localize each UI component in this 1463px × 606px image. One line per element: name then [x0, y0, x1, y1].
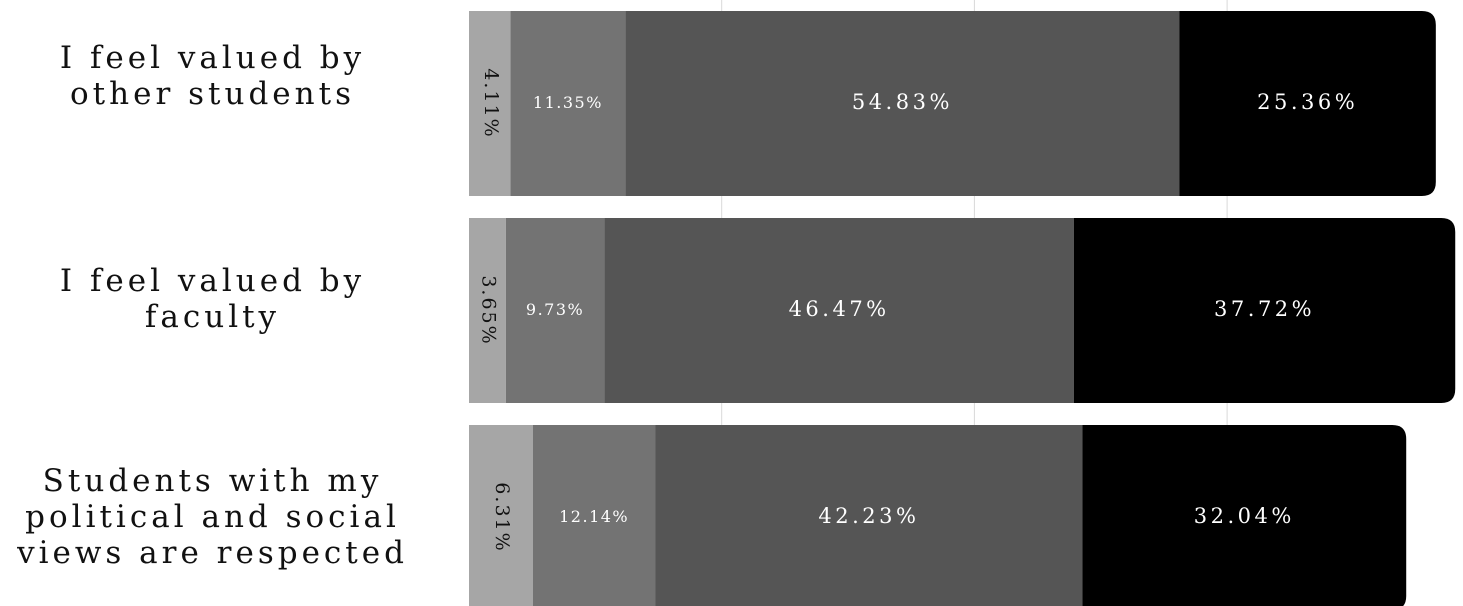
category-label: I feel valued by other students — [59, 40, 366, 112]
bar-segment — [604, 218, 1074, 403]
bar-row: 3.65% 9.73% 46.47% 37.72% — [469, 218, 1456, 403]
data-label: 25.36% — [1257, 90, 1358, 114]
data-label: 6.31% — [491, 482, 513, 552]
data-label: 42.23% — [818, 504, 919, 528]
bar-segment — [1073, 218, 1456, 403]
data-label: 37.72% — [1214, 297, 1315, 321]
bar-segment — [510, 11, 626, 196]
bar-row: 6.31% 12.14% 42.23% 32.04% — [469, 425, 1407, 606]
bar-row: 4.11% 11.35% 54.83% 25.36% — [469, 11, 1436, 196]
bar-segment — [1179, 11, 1436, 196]
category-label: I feel valued by faculty — [59, 263, 366, 335]
data-label: 4.11% — [480, 68, 502, 138]
category-label: Students with my political and social vi… — [17, 463, 408, 571]
data-label: 12.14% — [559, 507, 629, 526]
bar-segment — [625, 11, 1180, 196]
data-label: 46.47% — [789, 297, 890, 321]
bar-segment — [469, 218, 506, 403]
data-label: 32.04% — [1194, 504, 1295, 528]
data-label: 54.83% — [852, 90, 953, 114]
bar-segment — [505, 218, 605, 403]
bar-segment — [469, 11, 511, 196]
data-label: 9.73% — [526, 300, 584, 319]
bar-segment — [655, 425, 1083, 606]
data-label: 11.35% — [533, 93, 603, 112]
bar-segment — [1082, 425, 1407, 606]
bar-segment — [469, 425, 533, 606]
data-label: 3.65% — [477, 275, 499, 345]
bar-segment — [532, 425, 656, 606]
